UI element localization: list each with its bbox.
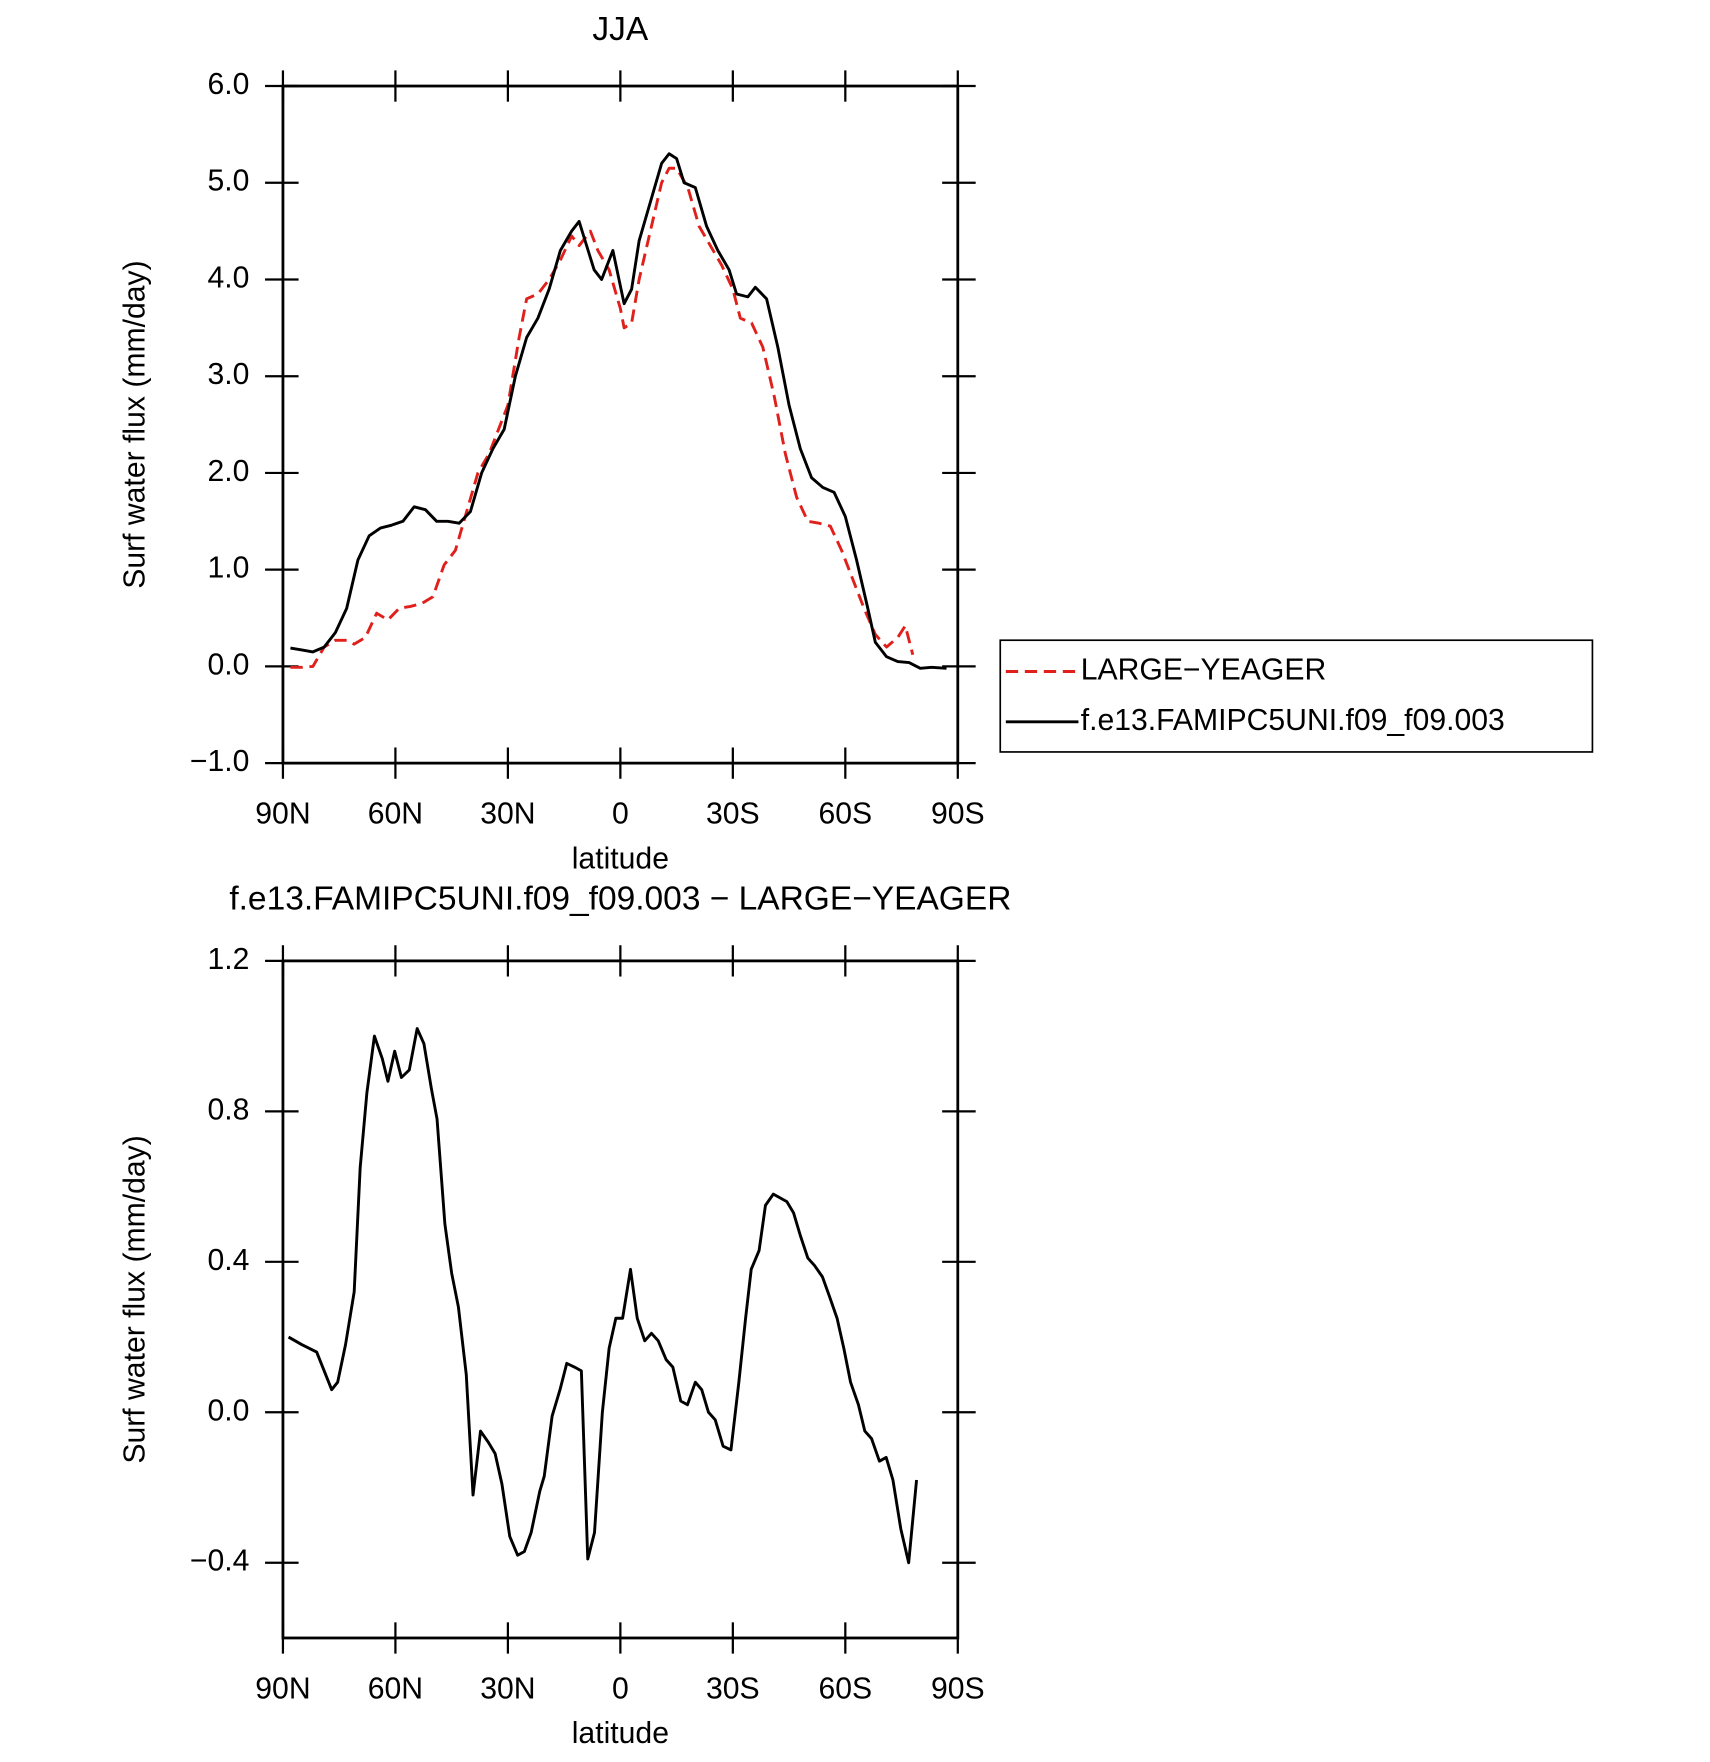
y-tick-label: 6.0 bbox=[207, 68, 249, 101]
legend-box bbox=[999, 639, 1594, 753]
legend-label: LARGE−YEAGER bbox=[1081, 653, 1327, 686]
x-tick-label: 30S bbox=[706, 1672, 760, 1705]
x-tick-label: 30S bbox=[706, 798, 760, 831]
y-tick-label: 0.4 bbox=[207, 1244, 249, 1277]
x-tick-label: 60S bbox=[818, 1672, 872, 1705]
y-tick-label: 0.0 bbox=[207, 1394, 249, 1427]
y-tick-label: −1.0 bbox=[190, 745, 250, 778]
plot-frame bbox=[281, 84, 960, 765]
data-line bbox=[290, 152, 947, 670]
x-tick-label: 30N bbox=[480, 1672, 535, 1705]
data-line bbox=[290, 166, 915, 669]
x-tick-label: 90S bbox=[931, 798, 985, 831]
chart-title: JJA bbox=[592, 11, 649, 48]
data-line bbox=[287, 1027, 918, 1565]
x-tick-label: 60S bbox=[818, 798, 872, 831]
x-tick-label: 30N bbox=[480, 798, 535, 831]
y-tick-label: 1.2 bbox=[207, 943, 249, 976]
y-tick-label: 3.0 bbox=[207, 358, 249, 391]
plot-frame bbox=[281, 959, 960, 1640]
x-axis-label: latitude bbox=[572, 1717, 669, 1750]
y-axis-label: Surf water flux (mm/day) bbox=[119, 260, 152, 588]
y-tick-label: 0.8 bbox=[207, 1093, 249, 1126]
y-axis-label: Surf water flux (mm/day) bbox=[119, 1135, 152, 1463]
x-axis-label: latitude bbox=[572, 842, 669, 875]
x-tick-label: 0 bbox=[612, 798, 629, 831]
x-tick-label: 90N bbox=[255, 1672, 310, 1705]
x-tick-label: 60N bbox=[368, 798, 423, 831]
legend-label: f.e13.FAMIPC5UNI.f09_f09.003 bbox=[1081, 704, 1505, 737]
y-tick-label: 1.0 bbox=[207, 552, 249, 585]
y-tick-label: 4.0 bbox=[207, 261, 249, 294]
x-tick-label: 90S bbox=[931, 1672, 985, 1705]
y-tick-label: 0.0 bbox=[207, 648, 249, 681]
x-tick-label: 0 bbox=[612, 1672, 629, 1705]
chart-title: f.e13.FAMIPC5UNI.f09_f09.003 − LARGE−YEA… bbox=[229, 880, 1011, 917]
y-tick-label: 2.0 bbox=[207, 455, 249, 488]
x-tick-label: 90N bbox=[255, 798, 310, 831]
x-tick-label: 60N bbox=[368, 1672, 423, 1705]
y-tick-label: −0.4 bbox=[190, 1545, 250, 1578]
y-tick-label: 5.0 bbox=[207, 165, 249, 198]
